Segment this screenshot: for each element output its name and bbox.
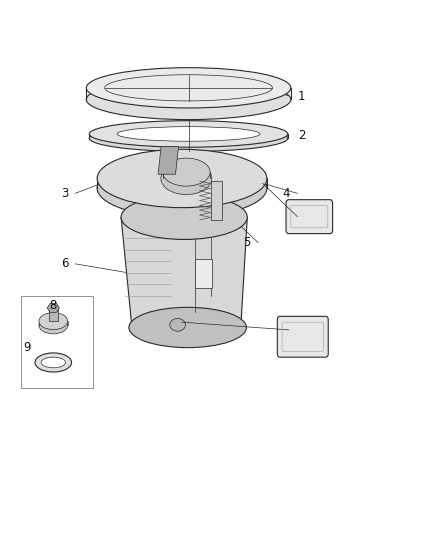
Ellipse shape: [86, 68, 291, 108]
Polygon shape: [47, 303, 60, 312]
Text: 4: 4: [283, 187, 290, 200]
Bar: [21, 296, 93, 389]
Ellipse shape: [170, 318, 185, 331]
Ellipse shape: [97, 149, 267, 208]
Ellipse shape: [39, 317, 67, 334]
Ellipse shape: [97, 159, 267, 217]
Ellipse shape: [121, 195, 247, 239]
Bar: [211, 181, 222, 220]
Ellipse shape: [39, 313, 67, 329]
FancyBboxPatch shape: [286, 200, 332, 233]
Ellipse shape: [89, 125, 288, 151]
Text: 5: 5: [244, 236, 251, 249]
Text: 2: 2: [298, 128, 305, 141]
Text: 9: 9: [23, 341, 30, 353]
Text: 6: 6: [61, 257, 68, 270]
Ellipse shape: [35, 353, 71, 372]
Text: 8: 8: [49, 298, 57, 312]
FancyBboxPatch shape: [277, 317, 328, 357]
Polygon shape: [121, 217, 247, 327]
Polygon shape: [158, 147, 179, 174]
Ellipse shape: [117, 127, 260, 141]
Text: 3: 3: [61, 187, 68, 200]
Ellipse shape: [129, 308, 247, 348]
Ellipse shape: [41, 357, 65, 368]
Bar: [49, 308, 58, 321]
Bar: [195, 259, 212, 288]
Ellipse shape: [117, 131, 260, 146]
Ellipse shape: [161, 163, 212, 195]
Text: 1: 1: [298, 90, 305, 103]
Ellipse shape: [89, 120, 288, 147]
Ellipse shape: [162, 158, 210, 186]
Ellipse shape: [86, 79, 291, 119]
